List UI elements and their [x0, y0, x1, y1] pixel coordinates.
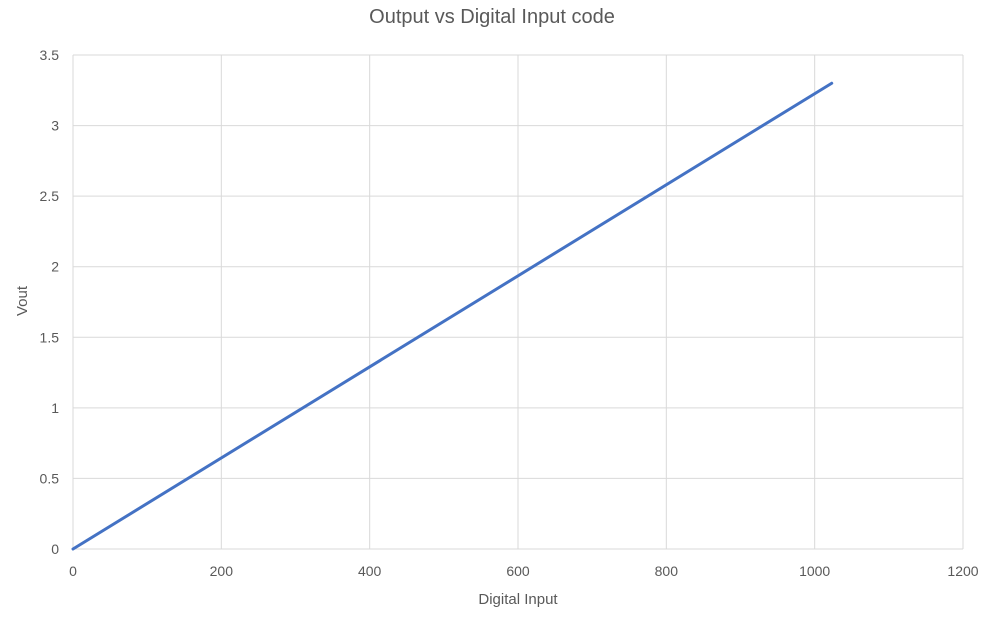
- gridlines: [72, 54, 964, 550]
- y-tick-label: 0: [51, 541, 59, 557]
- x-tick-label: 800: [655, 563, 679, 579]
- y-tick-label: 3: [51, 118, 59, 134]
- x-tick-label: 0: [69, 563, 77, 579]
- y-tick-label: 2.5: [40, 188, 60, 204]
- y-tick-label: 3.5: [40, 47, 60, 63]
- x-tick-label: 600: [506, 563, 530, 579]
- y-tick-label: 0.5: [40, 470, 60, 486]
- y-tick-label: 2: [51, 259, 59, 275]
- x-tick-label: 1000: [799, 563, 830, 579]
- series-layer: [71, 81, 834, 551]
- x-tick-label: 1200: [947, 563, 978, 579]
- y-tick-label: 1: [51, 400, 59, 416]
- tick-labels: 0 200 400 600 800 1000 1200 0 0.5 1 1.5 2 2.5 3 3.5: [40, 47, 979, 579]
- y-axis-label: Vout: [14, 285, 31, 316]
- x-axis-label: Digital Input: [478, 591, 558, 608]
- y-tick-label: 1.5: [40, 329, 60, 345]
- series-line: [71, 81, 834, 551]
- chart-title: Output vs Digital Input code: [369, 6, 615, 28]
- x-tick-label: 200: [210, 563, 234, 579]
- x-tick-label: 400: [358, 563, 382, 579]
